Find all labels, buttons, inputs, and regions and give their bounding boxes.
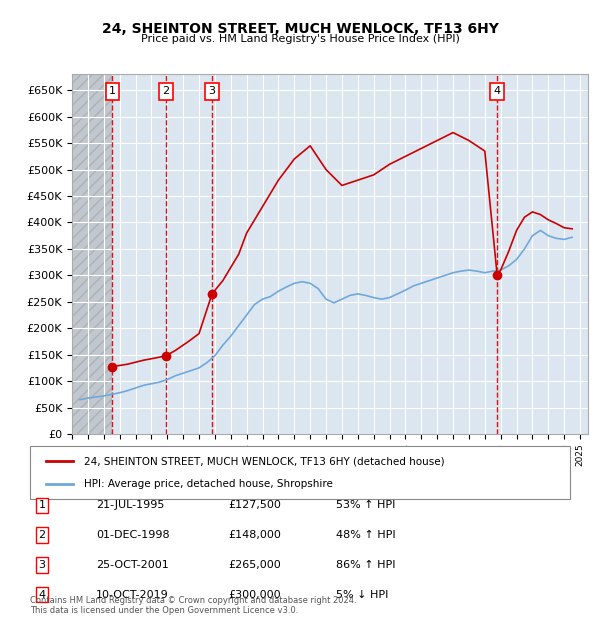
Text: 3: 3 (209, 86, 215, 96)
Text: 21-JUL-1995: 21-JUL-1995 (96, 500, 164, 510)
Bar (72, 74, 112, 434)
Text: 4: 4 (38, 590, 46, 600)
Text: 3: 3 (38, 560, 46, 570)
Text: 1: 1 (38, 500, 46, 510)
Text: 4: 4 (494, 86, 501, 96)
Text: £265,000: £265,000 (228, 560, 281, 570)
Text: 01-DEC-1998: 01-DEC-1998 (96, 530, 170, 540)
Text: 48% ↑ HPI: 48% ↑ HPI (336, 530, 395, 540)
Text: 5% ↓ HPI: 5% ↓ HPI (336, 590, 388, 600)
Text: 86% ↑ HPI: 86% ↑ HPI (336, 560, 395, 570)
Text: Price paid vs. HM Land Registry's House Price Index (HPI): Price paid vs. HM Land Registry's House … (140, 34, 460, 44)
Text: Contains HM Land Registry data © Crown copyright and database right 2024.
This d: Contains HM Land Registry data © Crown c… (30, 596, 356, 615)
Text: 10-OCT-2019: 10-OCT-2019 (96, 590, 169, 600)
Text: 2: 2 (163, 86, 170, 96)
FancyBboxPatch shape (30, 446, 570, 499)
Text: 1: 1 (109, 86, 116, 96)
Text: 25-OCT-2001: 25-OCT-2001 (96, 560, 169, 570)
Text: 24, SHEINTON STREET, MUCH WENLOCK, TF13 6HY (detached house): 24, SHEINTON STREET, MUCH WENLOCK, TF13 … (84, 456, 445, 466)
Text: 24, SHEINTON STREET, MUCH WENLOCK, TF13 6HY: 24, SHEINTON STREET, MUCH WENLOCK, TF13 … (101, 22, 499, 36)
Text: HPI: Average price, detached house, Shropshire: HPI: Average price, detached house, Shro… (84, 479, 333, 489)
Text: 53% ↑ HPI: 53% ↑ HPI (336, 500, 395, 510)
Text: £300,000: £300,000 (228, 590, 281, 600)
Text: £127,500: £127,500 (228, 500, 281, 510)
Text: 2: 2 (38, 530, 46, 540)
Text: £148,000: £148,000 (228, 530, 281, 540)
